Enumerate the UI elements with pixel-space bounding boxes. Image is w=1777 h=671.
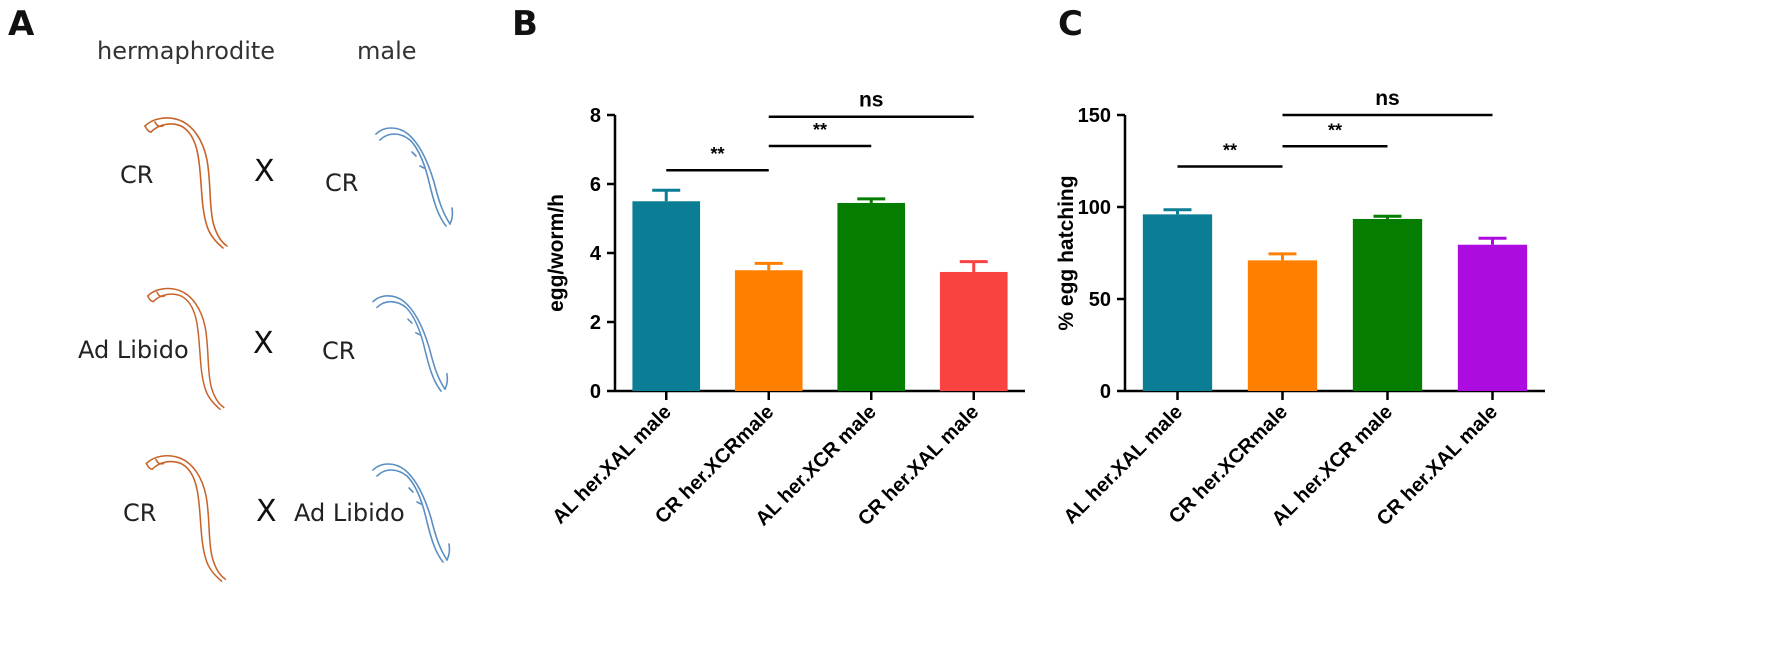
hermaphrodite-worm-icon <box>146 287 225 411</box>
y-tick-label: 100 <box>1078 197 1111 219</box>
male-column-header: male <box>357 37 417 65</box>
worm-outline-stroke <box>411 151 425 169</box>
row-3-male-label: Ad Libido <box>294 499 405 527</box>
worm-outline-stroke <box>144 125 152 133</box>
panel-a-letter: A <box>8 4 35 44</box>
worm-outline-stroke <box>376 469 444 563</box>
worm-outline-stroke <box>145 462 153 471</box>
worm-outline-stroke <box>151 460 223 582</box>
panel-c-letter: C <box>1058 4 1083 44</box>
bar-4 <box>939 271 1008 391</box>
worm-outline-stroke <box>150 123 224 249</box>
worm-outline-stroke <box>449 207 454 225</box>
row-3-hermaphrodite-label: CR <box>123 499 157 527</box>
y-tick-label: 0 <box>1100 381 1111 403</box>
y-axis-label: % egg hatching <box>1055 175 1078 330</box>
male-worm-icon <box>372 295 449 392</box>
row-2-hermaphrodite-label: Ad Libido <box>78 336 189 364</box>
worm-outline-stroke <box>375 127 451 225</box>
y-axis-label: egg/worm/h <box>545 194 568 312</box>
worm-outline-stroke <box>146 287 225 409</box>
y-tick-label: 150 <box>1078 105 1111 127</box>
worm-outline-stroke <box>407 318 421 336</box>
bar-4 <box>1457 244 1528 391</box>
worm-outline-stroke <box>154 121 164 128</box>
cross-symbol: X <box>253 326 274 361</box>
bar-1 <box>632 201 701 391</box>
significance-label: ns <box>859 89 884 112</box>
bar-2 <box>1247 260 1318 391</box>
male-worm-icon <box>375 127 454 227</box>
row-1-hermaphrodite-label: CR <box>120 161 154 189</box>
worm-outline-stroke <box>146 295 154 303</box>
hermaphrodite-worm-icon <box>145 455 227 582</box>
significance-label: ** <box>1223 141 1237 161</box>
cross-symbol: X <box>254 154 275 189</box>
panel-b-letter: B <box>512 4 538 44</box>
cross-symbol: X <box>256 494 277 529</box>
row-1-male-label: CR <box>325 169 359 197</box>
bar-3 <box>837 202 906 391</box>
worm-outline-stroke <box>152 293 221 411</box>
hermaphrodite-worm-icon <box>144 117 228 249</box>
worm-outline-stroke <box>144 117 228 247</box>
row-2-male-label: CR <box>322 337 356 365</box>
worm-outline-stroke <box>372 463 448 561</box>
y-tick-label: 50 <box>1089 289 1111 311</box>
significance-label: ** <box>813 120 827 140</box>
worm-outline-stroke <box>145 455 227 580</box>
worm-outline-stroke <box>408 487 422 505</box>
male-worm-icon <box>372 463 451 563</box>
worm-outline-stroke <box>372 295 446 390</box>
bar-3 <box>1352 218 1423 391</box>
y-tick-label: 2 <box>590 312 601 334</box>
worm-outline-stroke <box>444 372 449 390</box>
worm-outline-stroke <box>446 543 451 561</box>
hermaphrodite-column-header: hermaphrodite <box>97 37 276 65</box>
y-tick-label: 8 <box>590 105 601 127</box>
y-tick-label: 0 <box>590 381 601 403</box>
significance-label: ** <box>710 144 724 164</box>
y-tick-label: 4 <box>590 243 602 265</box>
worm-outline-stroke <box>376 300 442 392</box>
worm-outline-stroke <box>379 133 447 227</box>
bar-2 <box>734 270 803 391</box>
worm-outline-stroke <box>156 291 166 298</box>
significance-label: ** <box>1328 120 1342 140</box>
worm-outline-stroke <box>155 458 165 465</box>
y-tick-label: 6 <box>590 174 601 196</box>
significance-label: ns <box>1375 87 1400 110</box>
bar-1 <box>1142 214 1213 391</box>
